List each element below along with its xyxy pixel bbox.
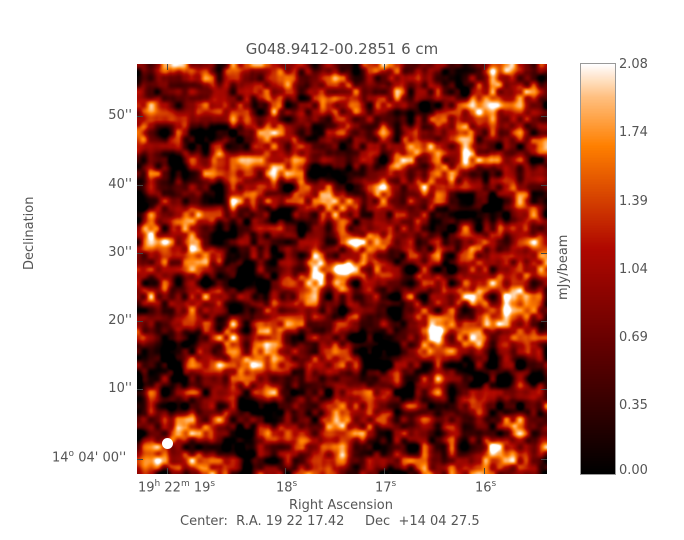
seconds: 19 — [193, 480, 211, 496]
colorbar-tick: 0.00 — [619, 463, 648, 478]
y-tick-label: 50'' — [108, 108, 132, 123]
tick-mark — [167, 64, 168, 70]
y-axis-label: Declination — [22, 196, 37, 271]
colorbar-label: mJy/beam — [556, 234, 571, 300]
y-tick-label-origin: 14o 04' 00'' — [52, 449, 126, 465]
arcmin: 04' 00'' — [78, 450, 127, 466]
degree-sign: o — [68, 449, 75, 459]
deg: 14 — [52, 450, 69, 466]
tick-mark — [285, 64, 286, 70]
y-tick-label: 40'' — [108, 177, 132, 192]
beam-ellipse — [162, 438, 173, 449]
tick-mark — [541, 459, 547, 460]
tick-mark — [137, 116, 143, 117]
x-tick-label: 16s — [475, 479, 497, 496]
tick-mark — [484, 64, 485, 70]
y-tick-label: 20'' — [108, 313, 132, 328]
tick-mark — [541, 185, 547, 186]
tick-mark — [611, 474, 615, 475]
seconds: 16 — [475, 480, 492, 496]
colorbar-tick: 1.74 — [619, 125, 648, 140]
tick-mark — [167, 468, 168, 474]
seconds: 17 — [375, 480, 392, 496]
x-tick-label: 18s — [276, 479, 298, 496]
chart-title: G048.9412-00.2851 6 cm — [245, 40, 439, 58]
colorbar-tick: 0.35 — [619, 398, 648, 413]
intensity-map — [137, 64, 547, 474]
seconds: 18 — [276, 480, 293, 496]
x-tick-label: 17s — [375, 479, 397, 496]
minutes: 22 — [164, 480, 181, 496]
tick-mark — [285, 468, 286, 474]
y-tick-label: 10'' — [108, 381, 132, 396]
tick-mark — [541, 321, 547, 322]
tick-mark — [137, 389, 143, 390]
tick-mark — [137, 459, 143, 460]
hours: 19 — [138, 480, 155, 496]
tick-mark — [137, 185, 143, 186]
colorbar-tick: 2.08 — [619, 57, 648, 72]
tick-mark — [384, 64, 385, 70]
tick-mark — [541, 116, 547, 117]
y-tick-label: 30'' — [108, 245, 132, 260]
tick-mark — [137, 321, 143, 322]
x-axis-label: Right Ascension — [289, 498, 393, 513]
tick-mark — [137, 253, 143, 254]
tick-mark — [384, 468, 385, 474]
center-coordinates: Center: R.A. 19 22 17.42 Dec +14 04 27.5 — [180, 514, 480, 529]
colorbar — [580, 63, 616, 475]
tick-mark — [484, 468, 485, 474]
tick-mark — [541, 253, 547, 254]
colorbar-tick: 1.39 — [619, 194, 648, 209]
colorbar-tick: 1.04 — [619, 262, 648, 277]
colorbar-tick: 0.69 — [619, 330, 648, 345]
tick-mark — [541, 389, 547, 390]
x-tick-label: 19h 22m 19s — [138, 479, 216, 496]
